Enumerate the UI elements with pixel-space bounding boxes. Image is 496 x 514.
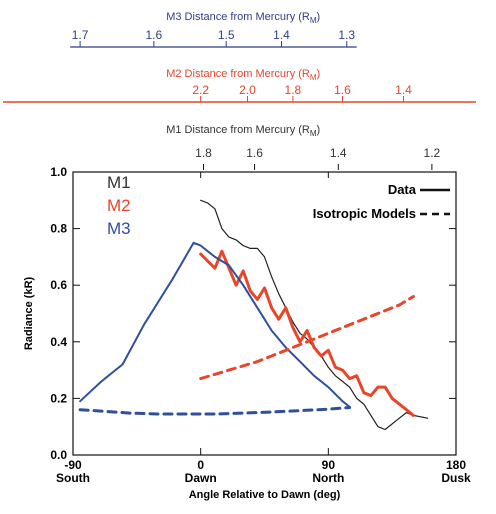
y-tick-label: 0.0 — [50, 448, 67, 462]
x-tick-label: 180 — [446, 458, 466, 472]
x-tick-sublabel: North — [312, 471, 344, 485]
y-tick-label: 0.8 — [50, 222, 67, 236]
top-axis-tick-label: 1.4 — [395, 83, 412, 97]
top-axis-tick-label: 1.2 — [424, 146, 441, 160]
top-axis-tick-label: 1.8 — [195, 146, 212, 160]
top-axis-tick-label: 1.6 — [146, 28, 163, 42]
y-tick-label: 0.4 — [50, 335, 67, 349]
top-axis-tick-label: 1.4 — [273, 28, 290, 42]
legend-data-label: Data — [388, 182, 417, 197]
top-axis-title-m2: M2 Distance from Mercury (RM) — [166, 68, 320, 82]
y-tick-label: 1.0 — [50, 165, 67, 179]
legend-label-m3: M3 — [107, 219, 131, 238]
x-tick-sublabel: Dusk — [441, 471, 471, 485]
series-m2-data — [199, 249, 415, 417]
x-tick-label: -90 — [64, 458, 82, 472]
y-tick-label: 0.6 — [50, 278, 67, 292]
top-axis-tick-label: 1.4 — [330, 146, 347, 160]
y-axis-label: Radiance (kR) — [23, 276, 35, 350]
x-tick-sublabel: South — [56, 471, 90, 485]
legend-label-m2: M2 — [107, 196, 131, 215]
top-axis-tick-label: 1.8 — [285, 83, 302, 97]
series-layer — [78, 199, 429, 431]
x-tick-label: 90 — [322, 458, 336, 472]
top-axis-tick-label: 1.3 — [338, 28, 355, 42]
x-tick-label: 0 — [197, 458, 204, 472]
top-axis-tick-label: 1.7 — [72, 28, 89, 42]
series-m1-data — [200, 199, 429, 431]
legend-label-m1: M1 — [107, 173, 131, 192]
top-axis-title-m1: M1 Distance from Mercury (RM) — [166, 124, 320, 138]
top-axis-tick-label: 1.5 — [218, 28, 235, 42]
plot-frame — [72, 171, 457, 456]
top-axes: M3 Distance from Mercury (RM) 1.7 1.6 1.5 1.… — [3, 11, 476, 170]
top-axis-tick-label: 2.0 — [239, 83, 256, 97]
top-axis-tick-label: 2.2 — [192, 83, 209, 97]
x-tick-sublabel: Dawn — [185, 471, 217, 485]
legend-model-label: Isotropic Models — [313, 206, 416, 221]
top-axis-tick-label: 1.6 — [246, 146, 263, 160]
top-axis-tick-label: 1.6 — [334, 83, 351, 97]
legend: M1 M2 M3 Data Isotropic Models — [107, 173, 450, 238]
x-axis-label: Angle Relative to Dawn (deg) — [189, 489, 341, 501]
y-tick-label: 0.2 — [50, 391, 67, 405]
series-m3-model — [78, 406, 352, 416]
top-axis-title-m3: M3 Distance from Mercury (RM) — [166, 11, 320, 25]
series-m3-data — [79, 241, 351, 408]
series-m2-model — [199, 295, 415, 381]
